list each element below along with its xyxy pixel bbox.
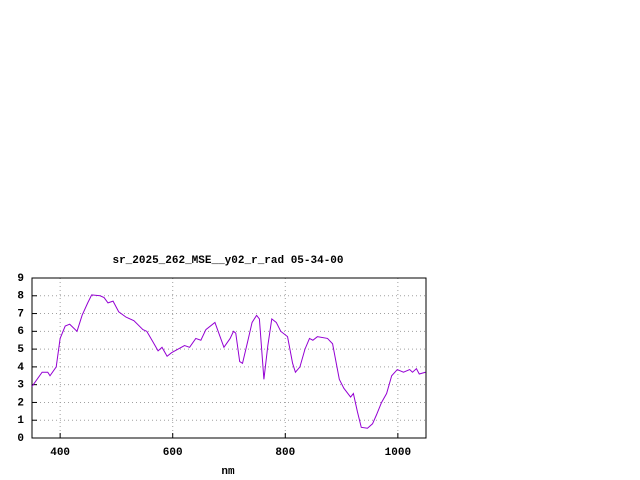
y-tick-label: 0 — [17, 433, 24, 445]
y-tick-label: 3 — [17, 380, 24, 392]
y-tick-label: 2 — [17, 397, 24, 409]
x-tick-label: 1000 — [385, 447, 411, 459]
y-tick-label: 4 — [17, 362, 24, 374]
x-tick-label: 400 — [50, 447, 70, 459]
y-tick-label: 8 — [17, 291, 24, 303]
chart-title: sr_2025_262_MSE__y02_r_rad 05-34-00 — [112, 255, 343, 267]
x-tick-label: 800 — [275, 447, 295, 459]
x-tick-label: 600 — [163, 447, 183, 459]
y-tick-label: 7 — [17, 308, 24, 320]
y-tick-label: 5 — [17, 344, 24, 356]
y-tick-label: 1 — [17, 415, 24, 427]
data-line — [31, 294, 426, 429]
y-tick-label: 9 — [17, 273, 24, 285]
plot-border — [31, 277, 427, 439]
x-axis-label: nm — [221, 466, 235, 478]
y-tick-label: 6 — [17, 326, 24, 338]
